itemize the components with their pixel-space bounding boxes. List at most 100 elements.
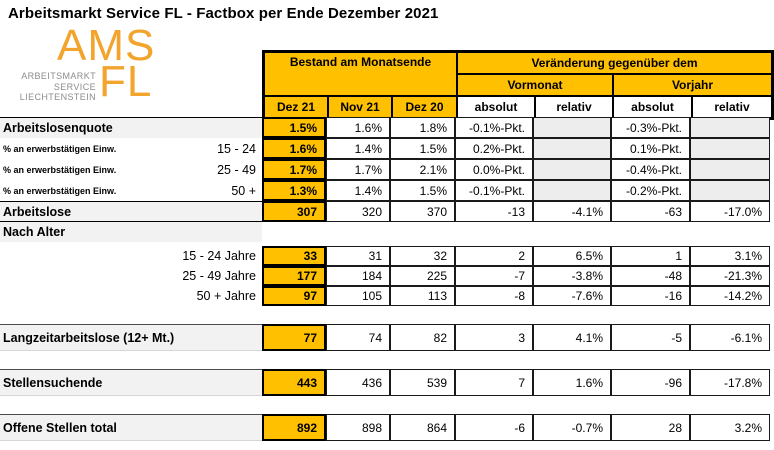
table-row: Langzeitarbeitslose (12+ Mt.) 77 74 82 3 4.1%…: [0, 324, 770, 351]
header-vormonat-absolut: absolut: [457, 96, 535, 118]
header-month-dez20: Dez 20: [392, 96, 457, 118]
table-row: % an erwerbstätigen Einw. 50 + 1.3% 1.4% 1.5…: [0, 180, 770, 201]
value-cell: 320: [326, 201, 390, 222]
value-cell: 892: [262, 414, 326, 441]
value-cell: -0.2%-Pkt.: [611, 180, 690, 201]
value-cell: [533, 180, 611, 201]
value-cell: 1.3%: [262, 180, 326, 201]
value-cell: -7: [455, 266, 533, 286]
value-cell: -0.7%: [533, 414, 611, 441]
header-bestand: Bestand am Monatsende: [264, 52, 457, 96]
header-vormonat-relativ: relativ: [535, 96, 613, 118]
value-cell: 1.7%: [326, 159, 390, 180]
value-cell: [690, 159, 770, 180]
value-cell: 97: [262, 286, 326, 306]
value-cell: 1.4%: [326, 180, 390, 201]
value-cell: 864: [390, 414, 455, 441]
row-label: % an erwerbstätigen Einw. 50 +: [0, 180, 262, 201]
value-cell: -6.1%: [690, 324, 770, 351]
table-row: Arbeitslosenquote 1.5% 1.6% 1.8% -0.1%-Pkt. -…: [0, 117, 770, 138]
value-cell: -0.3%-Pkt.: [611, 117, 690, 138]
value-cell: 1.8%: [390, 117, 455, 138]
row-label: Arbeitslose: [0, 201, 262, 222]
header-vormonat: Vormonat: [457, 74, 613, 96]
header-veraenderung: Veränderung gegenüber dem: [457, 52, 772, 74]
value-cell: 1.5%: [262, 117, 326, 138]
value-cell: [690, 117, 770, 138]
row-label: Nach Alter: [0, 222, 262, 242]
header-month-dez21: Dez 21: [264, 96, 328, 118]
value-cell: -3.8%: [533, 266, 611, 286]
value-cell: 1.4%: [326, 138, 390, 159]
value-cell: 33: [262, 246, 326, 266]
value-cell: 4.1%: [533, 324, 611, 351]
table-row: Nach Alter: [0, 222, 770, 242]
value-cell: 177: [262, 266, 326, 286]
header-month-nov21: Nov 21: [328, 96, 392, 118]
row-label: 25 - 49 Jahre: [182, 269, 256, 283]
value-cell: [533, 117, 611, 138]
value-cell: [690, 180, 770, 201]
row-label: Offene Stellen total: [0, 414, 262, 441]
value-cell: 443: [262, 369, 326, 396]
value-cell: -7.6%: [533, 286, 611, 306]
value-cell: 31: [326, 246, 390, 266]
row-age-range: 25 - 49: [217, 162, 256, 177]
table-row: % an erwerbstätigen Einw. 25 - 49 1.7% 1.7%…: [0, 159, 770, 180]
value-cell: -48: [611, 266, 690, 286]
value-cell: -16: [611, 286, 690, 306]
table-row: 50 + Jahre 97 105 113 -8 -7.6% -16 -14.2%: [0, 286, 770, 306]
value-cell: 1.6%: [262, 138, 326, 159]
value-cell: 32: [390, 246, 455, 266]
value-cell: -13: [455, 201, 533, 222]
value-cell: [690, 138, 770, 159]
logo-ams-text: AMS: [57, 21, 156, 70]
row-label: 50 + Jahre: [196, 289, 256, 303]
row-label: Langzeitarbeitslose (12+ Mt.): [0, 324, 262, 351]
header-vorjahr: Vorjahr: [613, 74, 772, 96]
row-sublabel: % an erwerbstätigen Einw.: [3, 164, 117, 175]
value-cell: -17.8%: [690, 369, 770, 396]
table-row: Arbeitslose 307 320 370 -13 -4.1% -63 -17.0%: [0, 201, 770, 222]
row-sublabel: % an erwerbstätigen Einw.: [3, 185, 117, 196]
value-cell: 0.2%-Pkt.: [455, 138, 533, 159]
value-cell: 539: [390, 369, 455, 396]
value-cell: 3: [455, 324, 533, 351]
header-vorjahr-relativ: relativ: [692, 96, 772, 118]
row-label: % an erwerbstätigen Einw. 15 - 24: [0, 138, 262, 159]
table-header: Bestand am Monatsende Veränderung gegenü…: [262, 50, 774, 120]
row-label: 15 - 24 Jahre: [182, 249, 256, 263]
value-cell: -0.4%-Pkt.: [611, 159, 690, 180]
value-cell: 1.6%: [533, 369, 611, 396]
value-cell: -4.1%: [533, 201, 611, 222]
value-cell: 77: [262, 324, 326, 351]
logo-subtitle: ARBEITSMARKT SERVICE LIECHTENSTEIN: [4, 71, 96, 103]
row-label: % an erwerbstätigen Einw. 25 - 49: [0, 159, 262, 180]
logo-subtitle-line: LIECHTENSTEIN: [19, 92, 96, 102]
value-cell: 74: [326, 324, 390, 351]
value-cell: -21.3%: [690, 266, 770, 286]
table-row: 15 - 24 Jahre 33 31 32 2 6.5% 1 3.1%: [0, 246, 770, 266]
table-row: % an erwerbstätigen Einw. 15 - 24 1.6% 1.4%…: [0, 138, 770, 159]
table-row: 25 - 49 Jahre 177 184 225 -7 -3.8% -48 -21.3%: [0, 266, 770, 286]
value-cell: 1.5%: [390, 138, 455, 159]
table-row: Offene Stellen total 892 898 864 -6 -0.7% 28 3.…: [0, 414, 770, 441]
value-cell: 1.5%: [390, 180, 455, 201]
value-cell: 1.7%: [262, 159, 326, 180]
value-cell: [533, 138, 611, 159]
value-cell: -17.0%: [690, 201, 770, 222]
value-cell: -8: [455, 286, 533, 306]
header-vorjahr-absolut: absolut: [613, 96, 692, 118]
value-cell: 1: [611, 246, 690, 266]
value-cell: 2.1%: [390, 159, 455, 180]
row-age-range: 50 +: [231, 183, 256, 198]
value-cell: -0.1%-Pkt.: [455, 180, 533, 201]
row-sublabel: % an erwerbstätigen Einw.: [3, 143, 117, 154]
value-cell: 2: [455, 246, 533, 266]
row-label: Stellensuchende: [0, 369, 262, 396]
value-cell: 105: [326, 286, 390, 306]
value-cell: 6.5%: [533, 246, 611, 266]
value-cell: 28: [611, 414, 690, 441]
value-cell: -6: [455, 414, 533, 441]
